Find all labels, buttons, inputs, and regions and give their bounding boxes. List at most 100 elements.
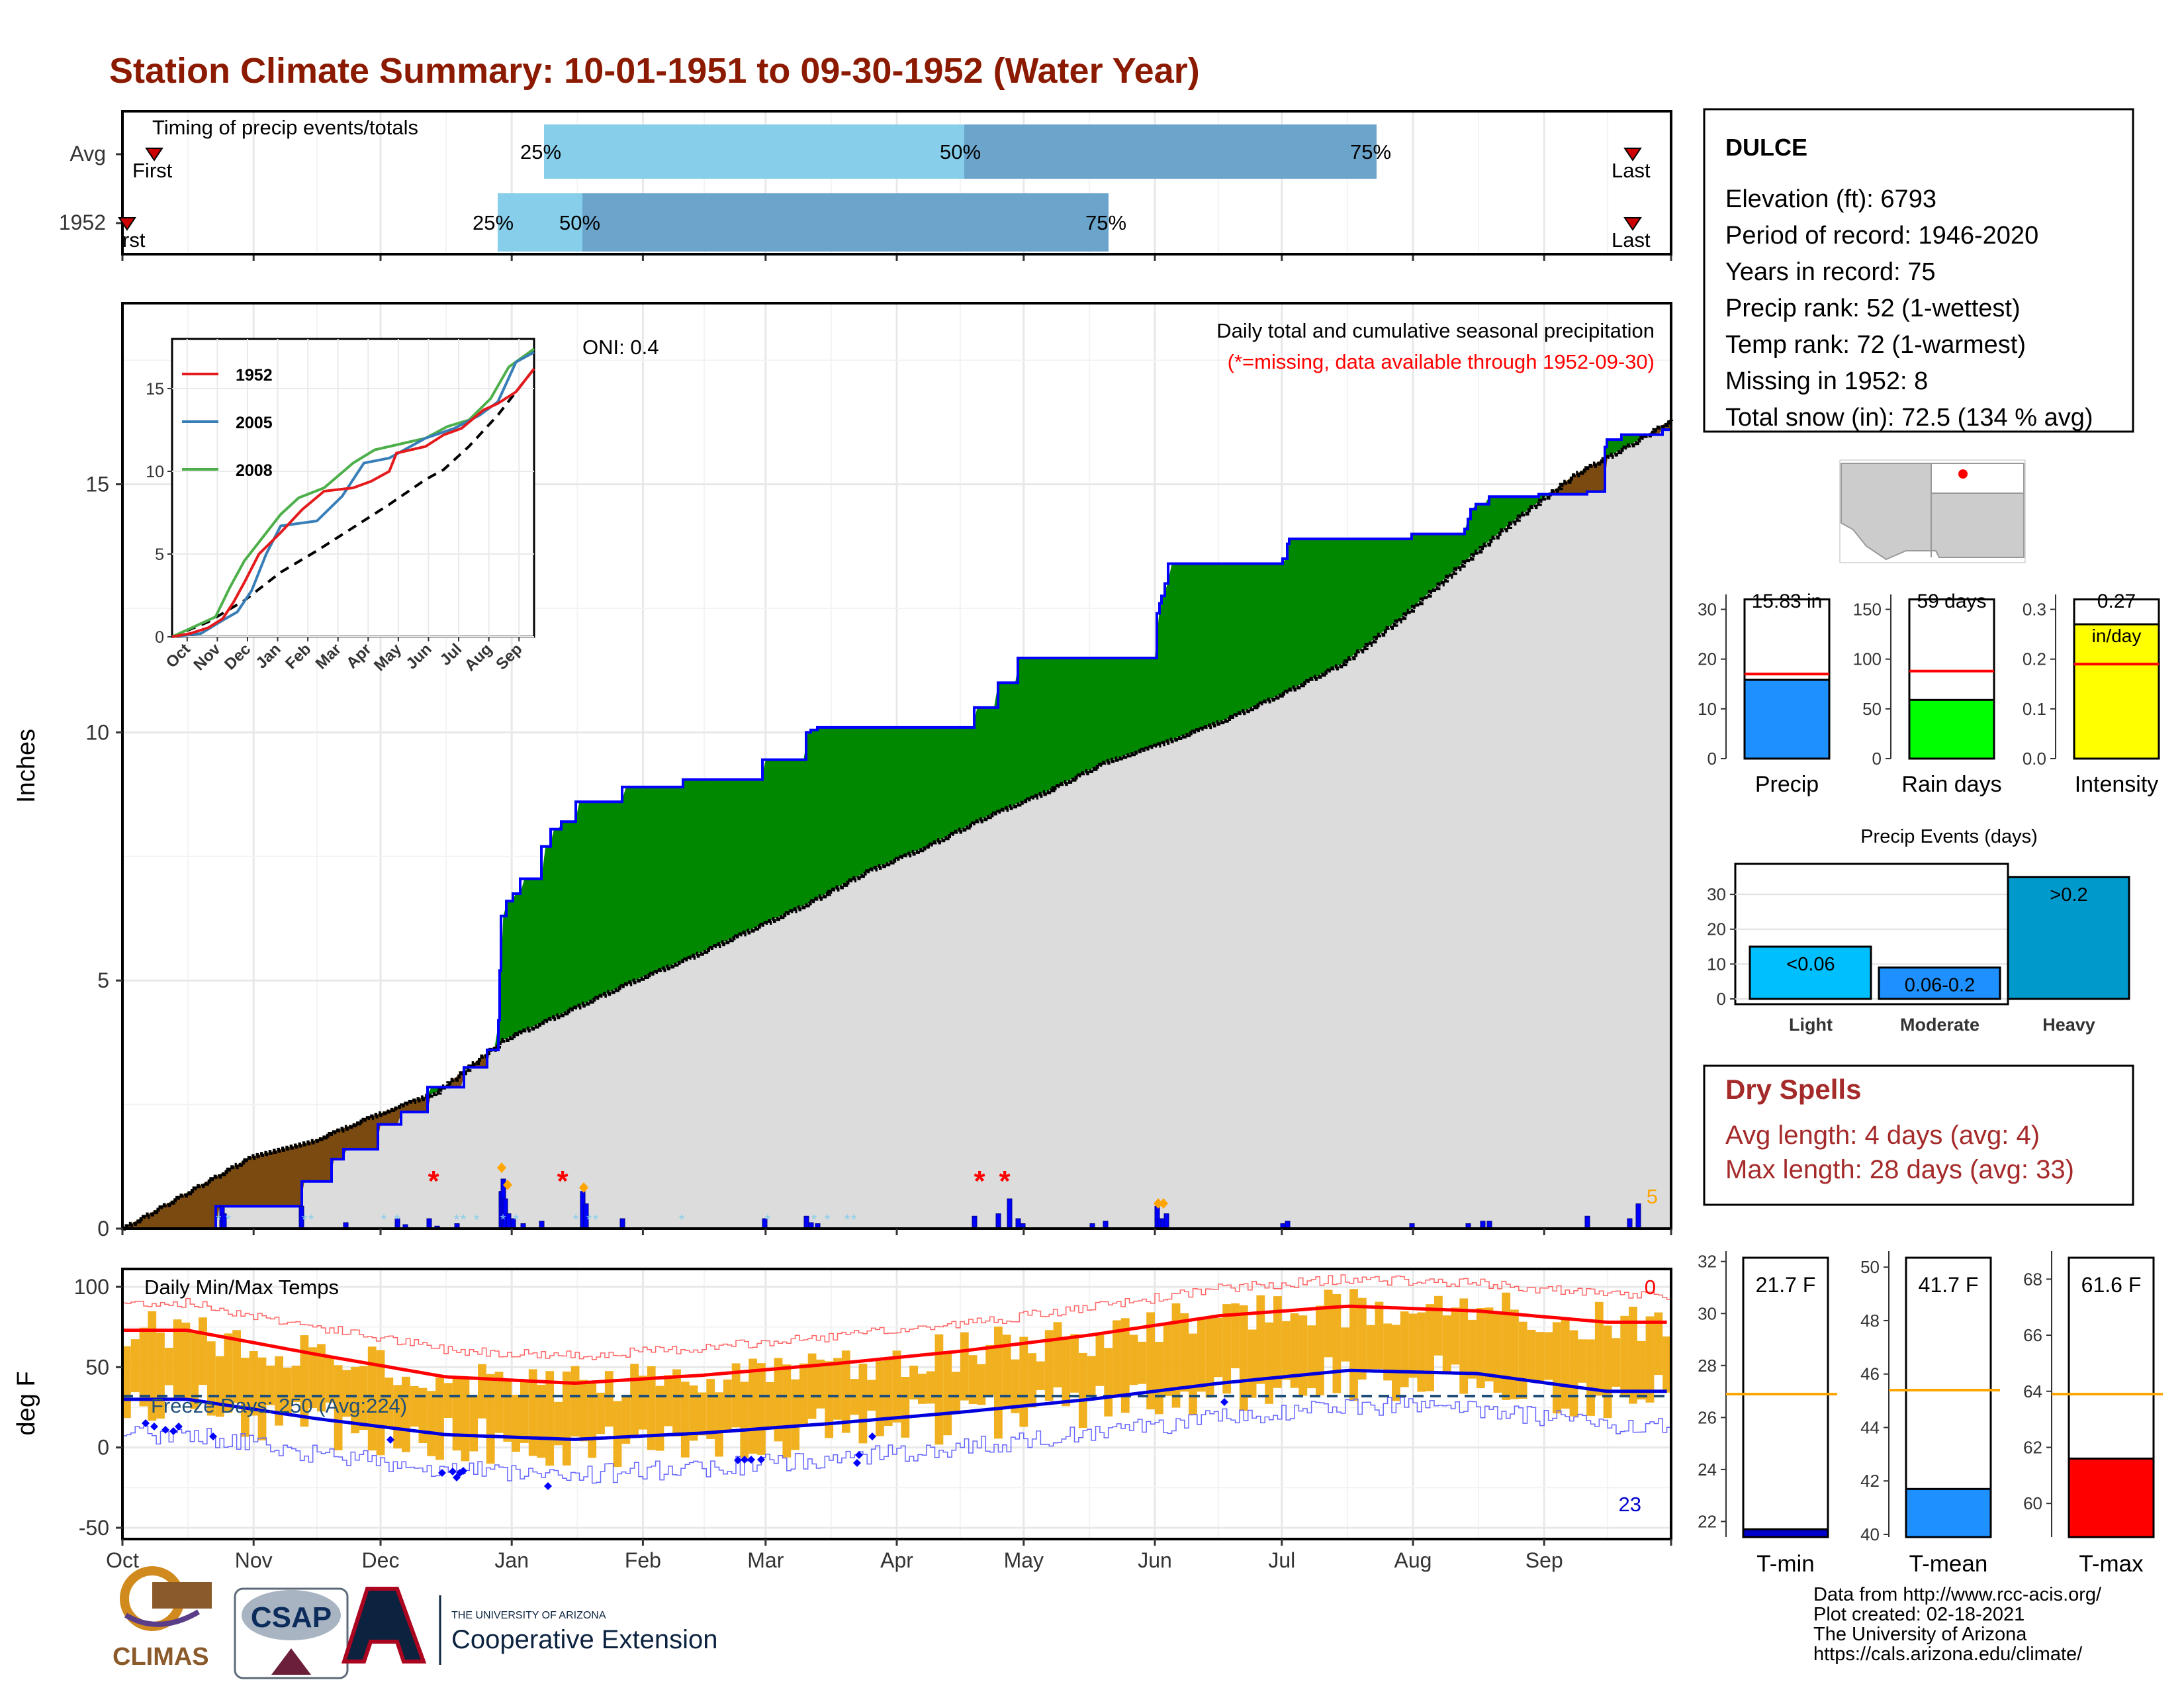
location-map [1839, 459, 2026, 563]
daily-temp-range [1451, 1307, 1460, 1365]
1952-p50-label: 50% [559, 211, 600, 234]
legend-2005: 2005 [236, 414, 273, 432]
1952-p75-label: 75% [1085, 211, 1126, 234]
daily-temp-range [943, 1352, 952, 1436]
daily-temp-range [1468, 1319, 1477, 1379]
daily-temp-range [181, 1323, 191, 1399]
daily-temp-range [968, 1355, 978, 1404]
daily-temp-range [1484, 1307, 1494, 1382]
inset-legend: 1952 2005 2008 [182, 366, 273, 480]
daily-temp-range [545, 1371, 555, 1466]
temp-ylabel: deg F [13, 1371, 40, 1435]
daily-temp-range [1070, 1334, 1079, 1393]
daily-temp-range [901, 1377, 910, 1438]
daily-temp-range [494, 1372, 504, 1433]
average-cumulative-area [122, 430, 1671, 1229]
record-marker [1159, 1198, 1168, 1209]
daily-temp-range [774, 1358, 783, 1442]
missing-note: (*=missing, data available through 1952-… [1228, 350, 1655, 373]
observed-cumulative-line [122, 428, 1671, 1230]
tmax-bar [2068, 1457, 2155, 1538]
avg-p25-label: 25% [520, 140, 561, 164]
avg-p50-label: 50% [940, 140, 981, 164]
tmean-ytick-label: 44 [1860, 1417, 1880, 1437]
temp-ytick-label: 100 [74, 1275, 109, 1299]
record-low-marker [387, 1436, 394, 1444]
daily-temp-range [1417, 1312, 1426, 1392]
daily-temp-range [1028, 1353, 1036, 1408]
temp-label: Daily Min/Max Temps [144, 1276, 339, 1299]
month-label: Jul [1268, 1548, 1295, 1572]
daily-precip-bar [426, 1218, 432, 1229]
daily-temp-range [1290, 1313, 1299, 1388]
daily-temp-range [994, 1327, 1003, 1439]
precip-ytick-label: 10 [1698, 699, 1717, 719]
daily-temp-range [1383, 1323, 1392, 1381]
timing-label: Timing of precip events/totals [152, 116, 418, 139]
daily-temp-range [418, 1387, 428, 1443]
snow-marker: * [765, 1211, 771, 1228]
station-missing: Missing in 1952: 8 [1725, 367, 1928, 395]
precip-corner-value: 5 [1647, 1185, 1658, 1208]
daily-temp-range [1637, 1340, 1646, 1400]
month-label: Oct [106, 1548, 139, 1572]
daily-temp-range [757, 1363, 766, 1455]
daily-temp-range [1113, 1320, 1121, 1395]
month-label: Sep [1525, 1548, 1563, 1572]
daily-temp-range [731, 1363, 741, 1428]
daily-temp-range [1256, 1295, 1265, 1384]
daily-temp-range [1053, 1322, 1062, 1387]
precip-label: Precip [1755, 772, 1819, 797]
daily-temp-range [1273, 1296, 1282, 1388]
1952-bar-50-75 [582, 193, 1109, 252]
tmin-ytick-label: 32 [1698, 1252, 1717, 1272]
daily-temp-range [1095, 1335, 1105, 1386]
snow-marker: * [500, 1211, 506, 1228]
daily-temp-range [1392, 1325, 1400, 1401]
daily-temp-range [308, 1347, 318, 1408]
month-label: May [1004, 1548, 1044, 1572]
daily-temp-range [1502, 1292, 1511, 1400]
daily-temp-range [884, 1356, 893, 1427]
daily-temp-range [1324, 1289, 1333, 1358]
intensity-value-label: 0.27 [2097, 590, 2136, 612]
daily-temp-range [1349, 1289, 1358, 1401]
snow-marker: * [679, 1211, 685, 1228]
precip-ytick-label: 15 [85, 473, 109, 496]
avg-bar-50-75 [964, 124, 1377, 179]
daily-precip-bar [619, 1218, 625, 1229]
daily-temp-range [528, 1369, 537, 1456]
daily-temp-range [435, 1378, 444, 1460]
daily-temp-range [952, 1372, 960, 1415]
avg-bar-25-50 [544, 124, 964, 179]
daily-temp-range [385, 1378, 394, 1428]
station-precip-rank: Precip rank: 52 (1-wettest) [1725, 295, 2021, 322]
tmin-ytick-label: 28 [1698, 1356, 1717, 1376]
daily-temp-range [1087, 1356, 1096, 1397]
daily-temp-range [283, 1368, 292, 1415]
daily-temp-range [596, 1392, 605, 1434]
missing-marker: * [557, 1165, 569, 1197]
tmin-frame [1742, 1256, 1829, 1538]
record-low-marker [209, 1432, 217, 1440]
daily-temp-range [275, 1356, 283, 1426]
daily-temp-range [1510, 1309, 1519, 1399]
daily-temp-range [562, 1371, 571, 1466]
daily-temp-range [461, 1378, 470, 1462]
1952-last-label: Last [1612, 228, 1651, 252]
precip-events-chart: Precip Events (days) 0 10 20 30 <0.06 Light 0.… [1707, 826, 2130, 1035]
daily-temp-range [554, 1401, 563, 1446]
daily-precip-bar [506, 1213, 512, 1229]
record-low-marker [438, 1469, 446, 1477]
credit-line-3: The University of Arizona [1813, 1624, 2027, 1645]
daily-precip-bar [972, 1215, 978, 1229]
daily-temp-range [1586, 1339, 1595, 1416]
temp-yaxis: 100 50 0 -50 [74, 1275, 122, 1540]
event-bar-label: >0.2 [2050, 884, 2087, 906]
1952-first-label: rst [122, 228, 146, 252]
tmean-ytick-label: 50 [1860, 1257, 1880, 1277]
climas-logo: CLIMAS [113, 1566, 212, 1671]
daily-precip-bar [1007, 1198, 1013, 1229]
tmean-bar [1905, 1487, 1992, 1538]
daily-precip-bar [995, 1213, 1001, 1229]
